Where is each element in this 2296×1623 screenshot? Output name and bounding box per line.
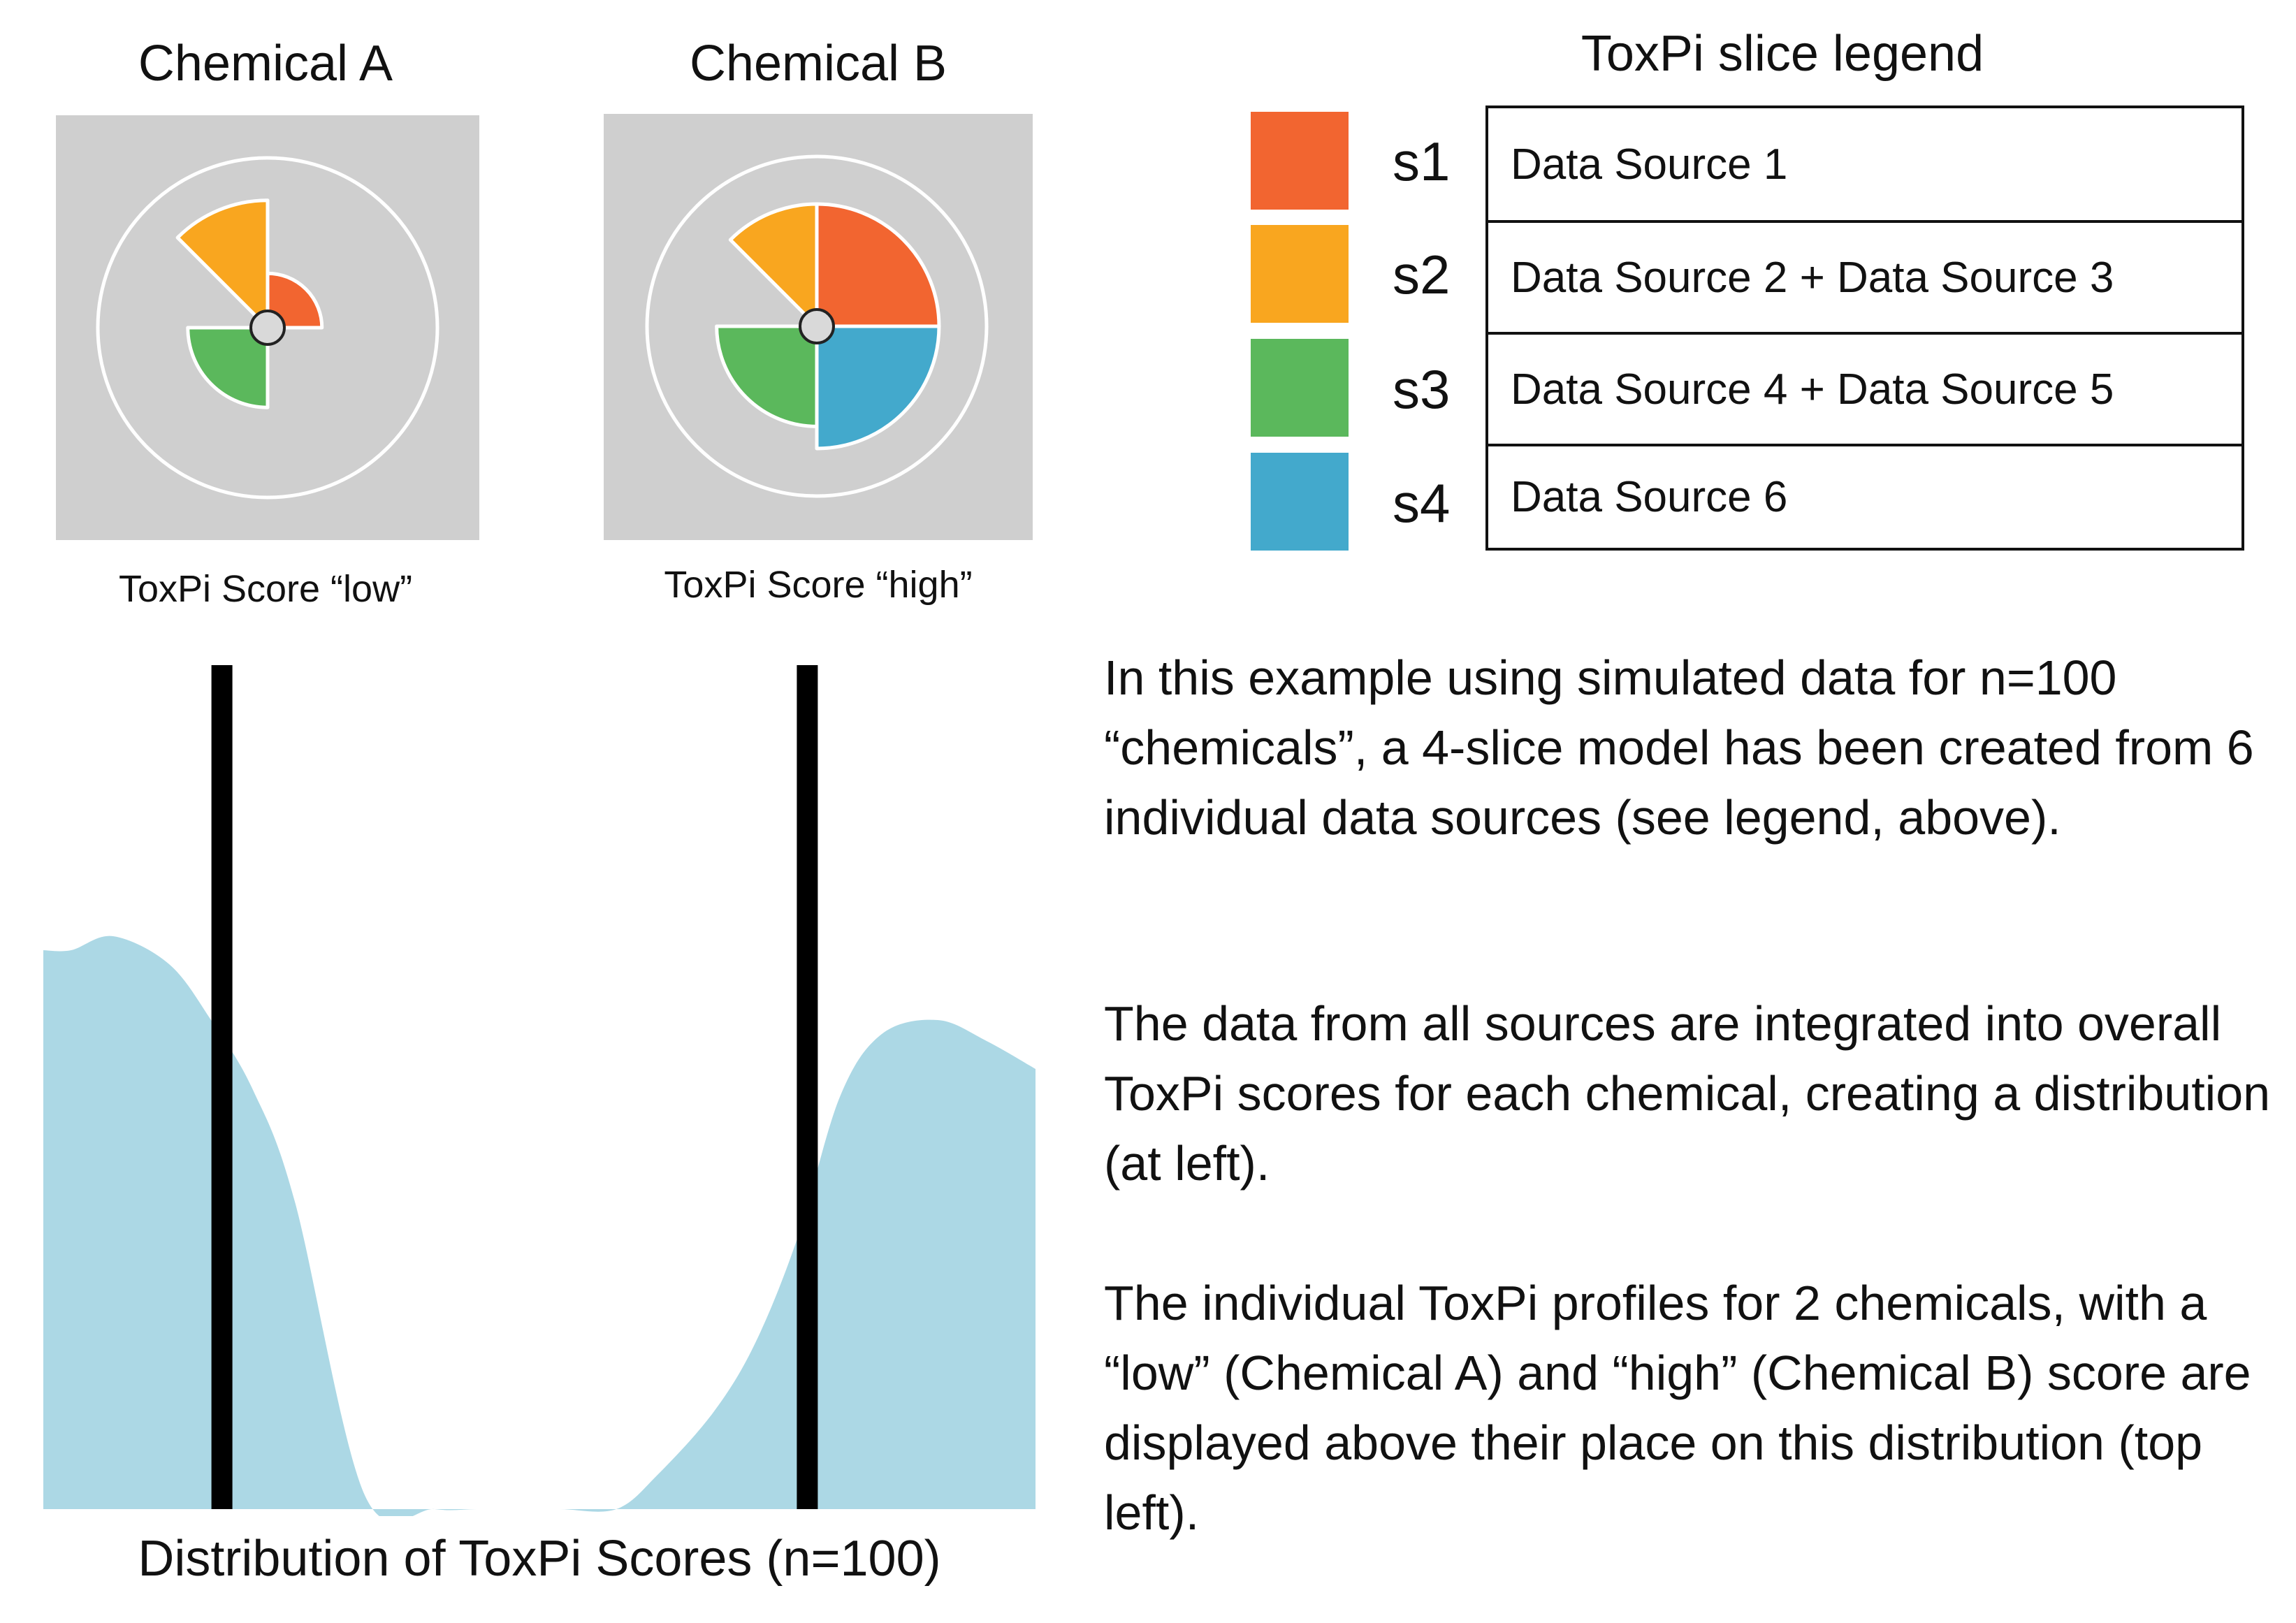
chemical-b-toxpi-chart	[645, 154, 989, 498]
legend-id-s1: s1	[1393, 131, 1451, 192]
paragraph-2: The data from all sources are integrated…	[1104, 996, 2271, 1191]
toxpi-slice-s2	[175, 198, 270, 330]
chemical-b-toxpi-panel	[604, 114, 1033, 540]
legend-row-s3: Data Source 4 + Data Source 5	[1488, 332, 2241, 444]
paragraph-3: The individual ToxPi profiles for 2 chem…	[1104, 1276, 2251, 1540]
legend-row-s2: Data Source 2 + Data Source 3	[1488, 220, 2241, 332]
legend-swatch-s2	[1251, 225, 1349, 323]
chemical-a-score-label: ToxPi Score “low”	[118, 568, 413, 610]
distribution-area	[43, 936, 1036, 1516]
toxpi-center-dot	[249, 310, 286, 346]
paragraph-1: In this example using simulated data for…	[1104, 650, 2254, 845]
legend-label-s4: Data Source 6	[1511, 473, 1788, 521]
legend-row-s4: Data Source 6	[1488, 444, 2241, 548]
legend-swatch-s4	[1251, 453, 1349, 551]
legend-row-s1: Data Source 1	[1488, 108, 2241, 220]
legend-label-s2: Data Source 2 + Data Source 3	[1511, 253, 2114, 302]
score-marker-chemical-a	[211, 665, 233, 1509]
toxpi-slice-s1	[815, 202, 941, 328]
legend-table: Data Source 1 Data Source 2 + Data Sourc…	[1485, 105, 2244, 551]
legend-title: ToxPi slice legend	[1581, 26, 1984, 82]
legend-id-s3: s3	[1393, 358, 1451, 420]
toxpi-outer-circle	[645, 154, 989, 498]
score-marker-chemical-b	[797, 665, 818, 1509]
legend-label-s1: Data Source 1	[1511, 140, 1788, 189]
chemical-b-title: Chemical B	[689, 36, 947, 92]
toxpi-slice-s2	[728, 202, 819, 328]
chemical-a-toxpi-panel	[56, 115, 479, 540]
toxpi-slice-s1	[266, 271, 324, 330]
legend-id-s4: s4	[1393, 472, 1451, 534]
score-distribution-chart	[43, 665, 1036, 1516]
legend-swatch-s3	[1251, 339, 1349, 437]
toxpi-slice-s3	[715, 324, 819, 428]
legend-label-s3: Data Source 4 + Data Source 5	[1511, 365, 2114, 414]
chemical-b-score-label: ToxPi Score “high”	[664, 564, 973, 606]
chemical-a-title: Chemical A	[138, 36, 393, 92]
toxpi-outer-circle	[96, 156, 439, 500]
toxpi-slice-s3	[186, 326, 270, 409]
legend-swatch-s1	[1251, 112, 1349, 210]
toxpi-slice-s4	[815, 324, 941, 451]
legend-id-s2: s2	[1393, 244, 1451, 305]
toxpi-center-dot	[799, 308, 835, 344]
distribution-caption: Distribution of ToxPi Scores (n=100)	[138, 1531, 941, 1587]
chemical-a-toxpi-chart	[96, 156, 439, 500]
